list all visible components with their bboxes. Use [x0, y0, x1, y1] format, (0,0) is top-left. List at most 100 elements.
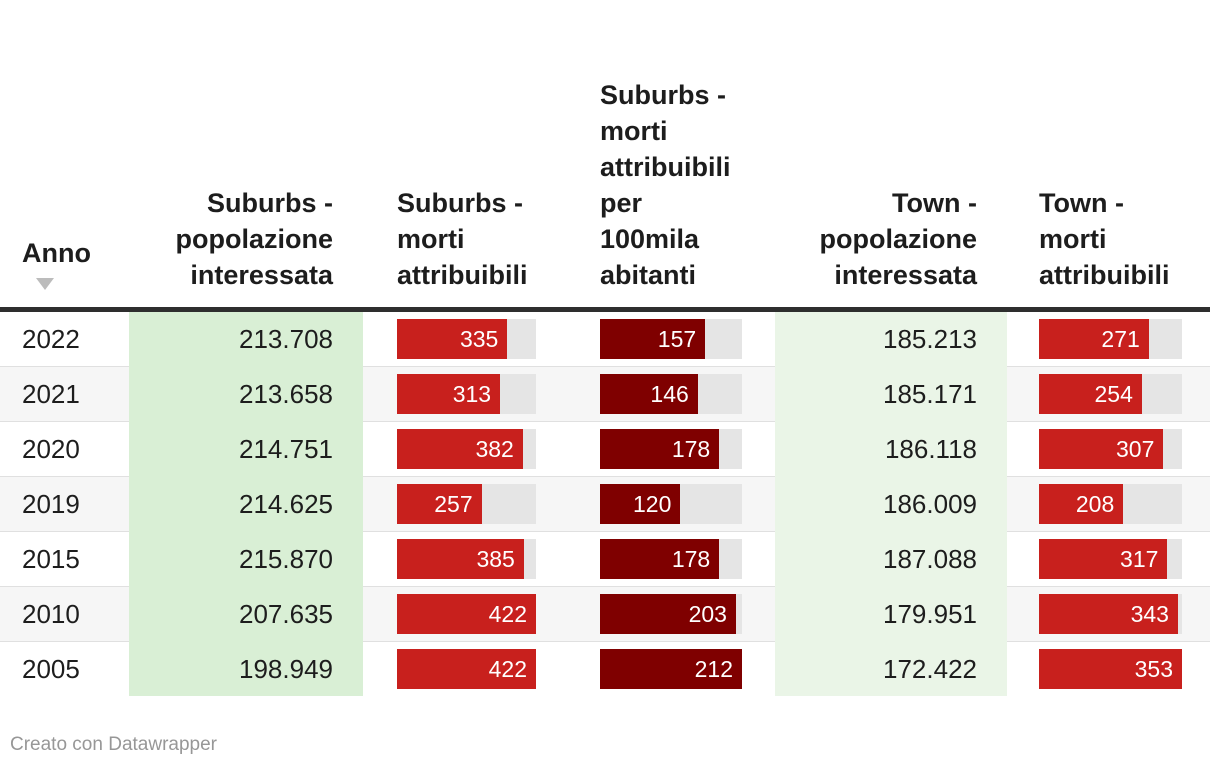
cell-suburbs_deaths: 422 [397, 587, 536, 641]
bar-track: 343 [1039, 594, 1182, 634]
bar-track: 254 [1039, 374, 1182, 414]
column-header-label: Suburbs - morti attribuibili [397, 188, 528, 290]
bar-value-label: 422 [488, 600, 527, 627]
bar: 257 [397, 484, 482, 524]
bar-value-label: 307 [1115, 435, 1155, 462]
cell-anno: 2005 [22, 653, 80, 684]
cell-suburbs_pop: 215.870 [239, 543, 333, 574]
cell-town_pop: 185.171 [883, 378, 977, 409]
bar-value-label: 422 [488, 655, 527, 682]
cell-suburbs_deaths: 257 [397, 477, 536, 531]
column-header-suburbs_rate[interactable]: Suburbs - morti attribuibili per 100mila… [600, 77, 775, 293]
bar-track: 422 [397, 594, 536, 634]
bar: 313 [397, 374, 501, 414]
cell-anno: 2022 [22, 323, 80, 354]
bar: 157 [600, 319, 706, 359]
bar-track: 208 [1039, 484, 1182, 524]
cell-town_pop: 185.213 [883, 323, 977, 354]
bar: 208 [1039, 484, 1124, 524]
bar-track: 313 [397, 374, 536, 414]
bar-value-label: 120 [633, 490, 672, 517]
cell-suburbs_pop: 198.949 [239, 653, 333, 684]
column-header-label: Town - popolazione interessata [819, 188, 978, 290]
cell-town_pop: 187.088 [883, 543, 977, 574]
column-header-anno[interactable]: Anno [0, 235, 129, 293]
bar-track: 203 [600, 594, 742, 634]
bar-track: 120 [600, 484, 742, 524]
bar-value-label: 353 [1134, 655, 1173, 682]
bar-track: 178 [600, 429, 742, 469]
cell-suburbs_pop: 213.658 [239, 378, 333, 409]
bar-value-label: 257 [434, 490, 473, 517]
cell-suburbs_rate: 203 [600, 587, 742, 641]
bar: 422 [397, 649, 536, 689]
cell-town_deaths: 271 [1039, 312, 1182, 366]
bar: 317 [1039, 539, 1168, 579]
bar-track: 317 [1039, 539, 1182, 579]
bar: 212 [600, 649, 742, 689]
bar-value-label: 317 [1120, 545, 1159, 572]
table-row: 2022 213.708 335 157 185.213 271 [0, 312, 1210, 366]
bar: 178 [600, 429, 720, 469]
bar: 382 [397, 429, 523, 469]
cell-town_pop: 172.422 [883, 653, 977, 684]
cell-town_pop: 186.118 [884, 433, 977, 464]
bar-value-label: 212 [694, 655, 733, 682]
table-row: 2021 213.658 313 146 185.171 254 [0, 366, 1210, 421]
bar-value-label: 203 [688, 600, 727, 627]
datawrapper-credit-link[interactable]: Creato con Datawrapper [10, 734, 217, 755]
cell-suburbs_pop: 213.708 [239, 323, 333, 354]
cell-anno: 2010 [22, 598, 80, 629]
bar-value-label: 254 [1094, 380, 1133, 407]
bar-track: 307 [1039, 429, 1182, 469]
datawrapper-table: Anno Suburbs - popolazione interessata Sub… [0, 0, 1210, 696]
cell-suburbs_deaths: 313 [397, 367, 536, 421]
cell-town_pop: 179.951 [883, 598, 977, 629]
column-header-town_deaths[interactable]: Town - morti attribuibili [1039, 185, 1210, 293]
cell-suburbs_rate: 178 [600, 532, 742, 586]
column-header-town_pop[interactable]: Town - popolazione interessata [775, 185, 1007, 293]
bar-value-label: 178 [671, 435, 711, 462]
bar-value-label: 146 [650, 380, 689, 407]
bar: 385 [397, 539, 524, 579]
cell-town_deaths: 208 [1039, 477, 1182, 531]
heatmap-column-town-popolazione [775, 312, 1007, 696]
cell-town_deaths: 254 [1039, 367, 1182, 421]
bar-track: 212 [600, 649, 742, 689]
column-header-label: Town - morti attribuibili [1039, 188, 1170, 290]
bar-track: 146 [600, 374, 742, 414]
cell-suburbs_deaths: 385 [397, 532, 536, 586]
cell-suburbs_rate: 120 [600, 477, 742, 531]
bar-track: 157 [600, 319, 742, 359]
bar: 343 [1039, 594, 1178, 634]
column-header-suburbs_pop[interactable]: Suburbs - popolazione interessata [129, 185, 363, 293]
table-header-row: Anno Suburbs - popolazione interessata Sub… [0, 0, 1210, 312]
triangle-down-icon [36, 278, 54, 290]
bar-track: 335 [397, 319, 536, 359]
bar-value-label: 385 [476, 545, 515, 572]
heatmap-column-suburbs-popolazione [129, 312, 363, 696]
cell-town_deaths: 307 [1039, 422, 1182, 476]
cell-suburbs_pop: 214.751 [239, 433, 333, 464]
bar-track: 178 [600, 539, 742, 579]
table-row: 2019 214.625 257 120 186.009 208 [0, 476, 1210, 531]
bar-track: 385 [397, 539, 536, 579]
bar-track: 353 [1039, 649, 1182, 689]
bar: 146 [600, 374, 698, 414]
bar-value-label: 178 [671, 545, 711, 572]
bar-track: 257 [397, 484, 536, 524]
bar: 271 [1039, 319, 1149, 359]
bar: 178 [600, 539, 720, 579]
cell-town_deaths: 317 [1039, 532, 1182, 586]
cell-suburbs_rate: 178 [600, 422, 742, 476]
table-row: 2015 215.870 385 178 187.088 317 [0, 531, 1210, 586]
column-header-label: Suburbs - morti attribuibili per 100mila… [600, 80, 731, 290]
bar-value-label: 335 [459, 325, 499, 352]
table-row: 2005 198.949 422 212 172.422 353 [0, 641, 1210, 696]
cell-suburbs_deaths: 335 [397, 312, 536, 366]
column-header-suburbs_deaths[interactable]: Suburbs - morti attribuibili [397, 185, 600, 293]
bar-value-label: 157 [657, 325, 697, 352]
cell-suburbs_rate: 146 [600, 367, 742, 421]
bar: 335 [397, 319, 508, 359]
bar: 254 [1039, 374, 1142, 414]
